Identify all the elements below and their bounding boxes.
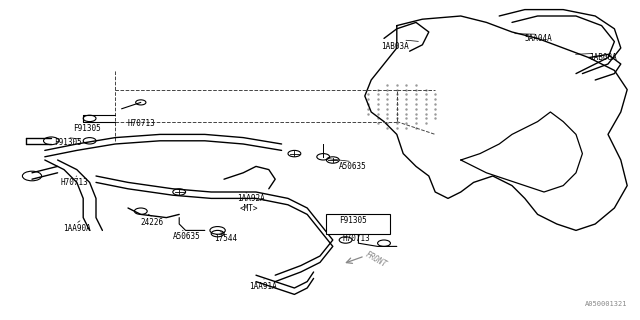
Text: 1AA91A: 1AA91A (250, 282, 277, 291)
Text: F91305: F91305 (339, 216, 367, 225)
Text: A50635: A50635 (173, 232, 200, 241)
Text: A050001321: A050001321 (585, 301, 627, 307)
Text: 24226: 24226 (141, 218, 164, 227)
Bar (326, 214, 390, 234)
Text: 1AA90A: 1AA90A (63, 224, 90, 233)
Text: FRONT: FRONT (364, 250, 388, 269)
Text: <MT>: <MT> (240, 204, 259, 212)
Text: 1AB08A: 1AB08A (589, 53, 616, 62)
Text: 1AA92A: 1AA92A (237, 194, 264, 203)
Text: A50635: A50635 (339, 162, 367, 171)
Text: 17544: 17544 (214, 234, 237, 243)
Text: 1AB03A: 1AB03A (381, 42, 408, 51)
Text: H70713: H70713 (61, 178, 88, 187)
Text: H70713: H70713 (128, 119, 156, 128)
Text: 5AA04A: 5AA04A (525, 34, 552, 43)
Text: H70713: H70713 (342, 234, 370, 243)
Text: F91305: F91305 (54, 138, 82, 147)
Text: F91305: F91305 (74, 124, 101, 132)
